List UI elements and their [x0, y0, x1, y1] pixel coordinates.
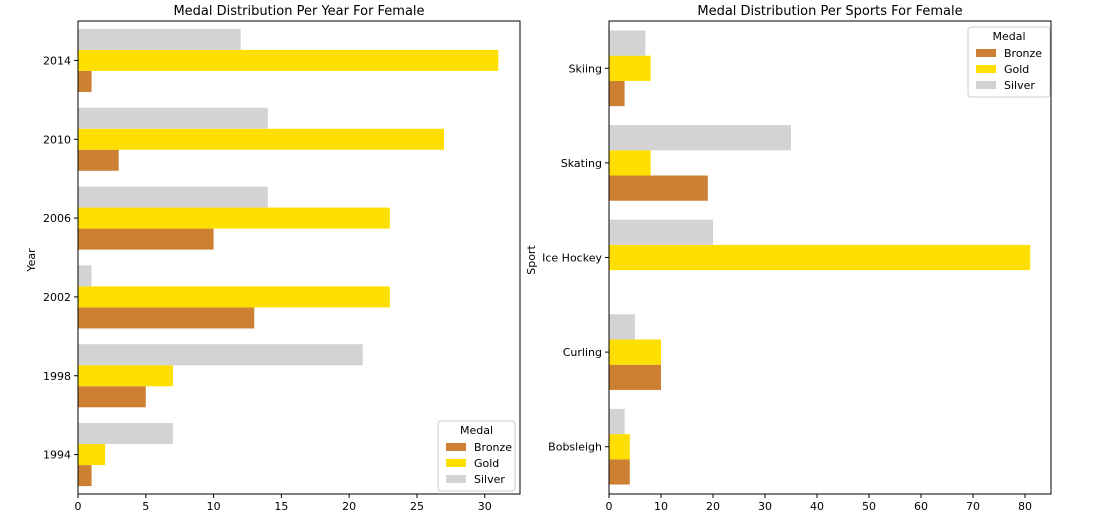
legend-label: Silver — [1004, 79, 1035, 92]
bar-bronze — [78, 228, 214, 250]
bar-gold — [609, 339, 661, 365]
bar-gold — [609, 434, 630, 460]
legend-box — [437, 420, 516, 492]
x-tick-label: 15 — [274, 500, 288, 513]
bar-silver — [609, 125, 791, 151]
bar-bronze — [78, 386, 146, 408]
x-tick-label: 80 — [1018, 500, 1032, 513]
bar-gold — [78, 207, 390, 229]
x-tick-label: 70 — [966, 500, 980, 513]
bar-silver — [609, 30, 646, 56]
plot-frame — [608, 20, 1052, 495]
bar-bronze — [609, 80, 625, 107]
bar-bronze — [78, 149, 119, 171]
bar-gold — [78, 49, 499, 71]
legend-label: Silver — [474, 473, 505, 486]
bar-bronze — [78, 465, 92, 487]
x-tick-label: 30 — [758, 500, 772, 513]
y-tick-label: 2006 — [43, 212, 71, 225]
bar-silver — [78, 28, 241, 50]
y-tick-label: 1994 — [43, 449, 71, 462]
y-tick-label: 1998 — [43, 370, 71, 383]
bar-gold — [78, 444, 106, 466]
legend-label: Bronze — [474, 441, 512, 454]
bar-bronze — [78, 307, 255, 329]
bar-bronze — [609, 364, 661, 390]
legend-swatch-bronze — [446, 443, 466, 451]
chart-title: Medal Distribution Per Sports For Female — [697, 4, 962, 19]
bar-silver — [78, 107, 268, 129]
y-tick-label: Skiing — [569, 62, 602, 75]
y-tick-label: Curling — [563, 346, 602, 359]
y-tick-label: 2014 — [43, 54, 71, 67]
bar-silver — [78, 423, 173, 445]
y-axis-label: Year — [25, 248, 38, 273]
legend-box — [967, 26, 1051, 98]
x-tick-label: 20 — [706, 500, 720, 513]
chart-year: Medal Distribution Per Year For Female Y… — [25, 4, 521, 513]
legend-title: Medal — [460, 424, 493, 437]
y-axis-label: Sport — [525, 245, 538, 275]
bar-silver — [78, 186, 268, 208]
y-tick-label: 2010 — [43, 133, 71, 146]
legend-label: Gold — [474, 457, 499, 470]
bar-gold — [78, 365, 173, 387]
x-tick-label: 10 — [207, 500, 221, 513]
legend-label: Bronze — [1004, 47, 1042, 60]
y-tick-label: Bobsleigh — [548, 441, 602, 454]
bar-gold — [78, 128, 445, 150]
chart-title: Medal Distribution Per Year For Female — [173, 4, 424, 19]
plot-frame — [77, 20, 521, 495]
bar-gold — [609, 150, 651, 176]
x-tick-label: 0 — [606, 500, 613, 513]
bar-silver — [609, 408, 625, 435]
bar-bronze — [609, 459, 630, 485]
x-tick-label: 0 — [75, 500, 82, 513]
bar-silver — [78, 344, 363, 366]
bar-silver — [78, 265, 92, 287]
bar-gold — [609, 244, 1031, 271]
legend-swatch-silver — [976, 81, 996, 89]
bar-gold — [609, 55, 651, 81]
y-tick-label: 2002 — [43, 291, 71, 304]
legend-label: Gold — [1004, 63, 1029, 76]
legend-swatch-gold — [446, 459, 466, 467]
legend-swatch-bronze — [976, 49, 996, 57]
bar-silver — [609, 219, 713, 245]
y-tick-label: Skating — [561, 157, 602, 170]
x-tick-label: 5 — [142, 500, 149, 513]
x-tick-label: 10 — [654, 500, 668, 513]
chart-sport: Medal Distribution Per Sports For Female… — [525, 4, 1052, 513]
bar-bronze — [609, 175, 708, 201]
x-tick-label: 25 — [410, 500, 424, 513]
x-tick-label: 50 — [862, 500, 876, 513]
x-tick-label: 40 — [810, 500, 824, 513]
x-tick-label: 60 — [914, 500, 928, 513]
x-tick-label: 30 — [478, 500, 492, 513]
legend-swatch-gold — [976, 65, 996, 73]
legend-swatch-silver — [446, 475, 466, 483]
legend-title: Medal — [992, 30, 1025, 43]
bar-bronze — [78, 70, 92, 92]
y-tick-label: Ice Hockey — [542, 252, 602, 265]
bar-gold — [78, 286, 390, 308]
x-tick-label: 20 — [342, 500, 356, 513]
bar-silver — [609, 314, 635, 340]
